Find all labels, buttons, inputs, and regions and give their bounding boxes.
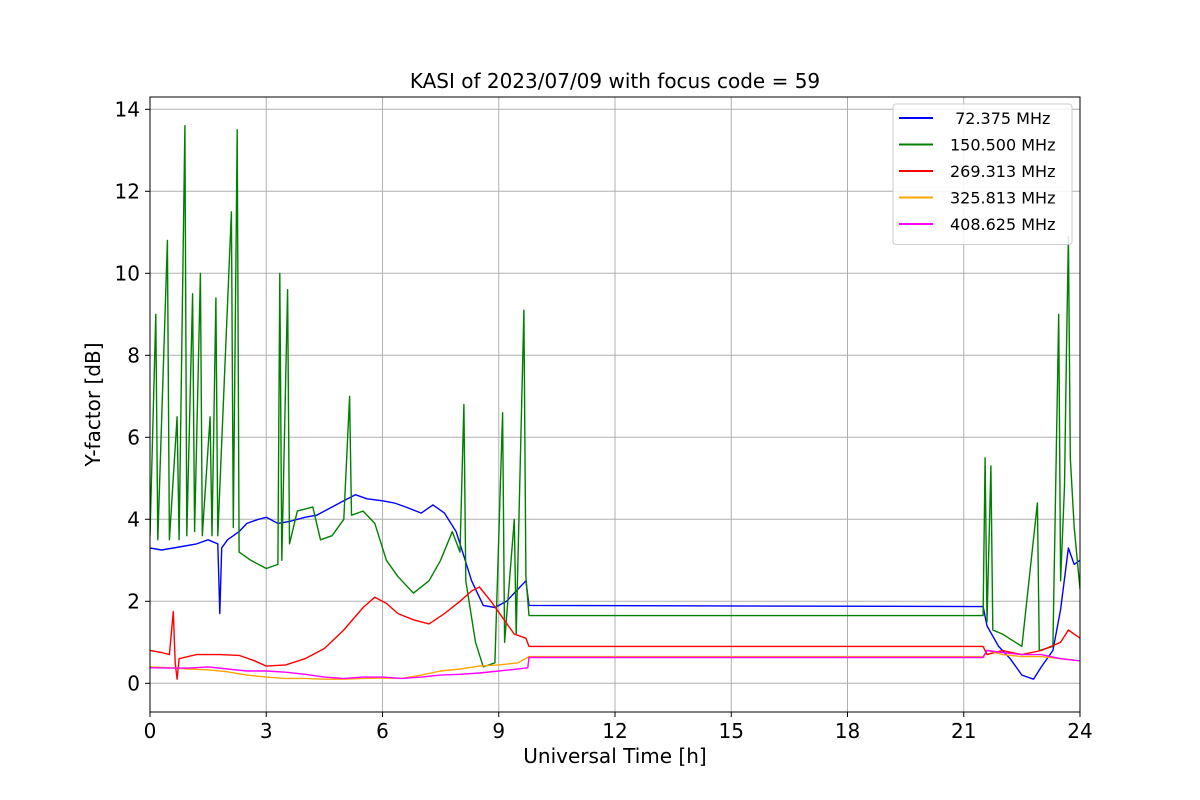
legend: 72.375 MHz 150.500 MHz 269.313 MHz 325.813 …: [892, 103, 1073, 245]
y-tick-label: 6: [127, 425, 140, 449]
y-axis-label: Y-factor [dB]: [81, 342, 105, 467]
grid: [149, 97, 1081, 712]
series-line-3: [150, 649, 1080, 680]
x-tick-label: 0: [144, 719, 157, 743]
y-tick-label: 2: [127, 589, 140, 613]
series-layer: [150, 124, 1080, 680]
x-tick-label: 21: [951, 719, 976, 743]
x-tick-label: 6: [376, 719, 389, 743]
chart-title: KASI of 2023/07/09 with focus code = 59: [410, 69, 820, 93]
y-tick-label: 12: [115, 179, 140, 203]
series-line-0: [150, 494, 1080, 680]
x-tick-label: 9: [492, 719, 505, 743]
series-line-1: [150, 124, 1080, 668]
y-tick-label: 0: [127, 671, 140, 695]
y-tick-label: 14: [115, 97, 140, 121]
legend-label: 269.313 MHz: [950, 162, 1055, 181]
y-tick-label: 8: [127, 343, 140, 367]
y-tick-label: 10: [115, 261, 140, 285]
legend-label: 408.625 MHz: [950, 215, 1055, 234]
x-tick-label: 15: [719, 719, 744, 743]
x-tick-label: 12: [602, 719, 627, 743]
y-tick-label: 4: [127, 507, 140, 531]
legend-box: [892, 103, 1073, 245]
x-tick-label: 24: [1067, 719, 1092, 743]
legend-label: 150.500 MHz: [950, 136, 1055, 155]
x-tick-label: 18: [835, 719, 860, 743]
series-line-4: [150, 649, 1080, 680]
x-tick-label: 3: [260, 719, 273, 743]
legend-label: 325.813 MHz: [950, 189, 1055, 208]
legend-label: 72.375 MHz: [950, 109, 1050, 128]
x-axis-label: Universal Time [h]: [523, 744, 706, 768]
